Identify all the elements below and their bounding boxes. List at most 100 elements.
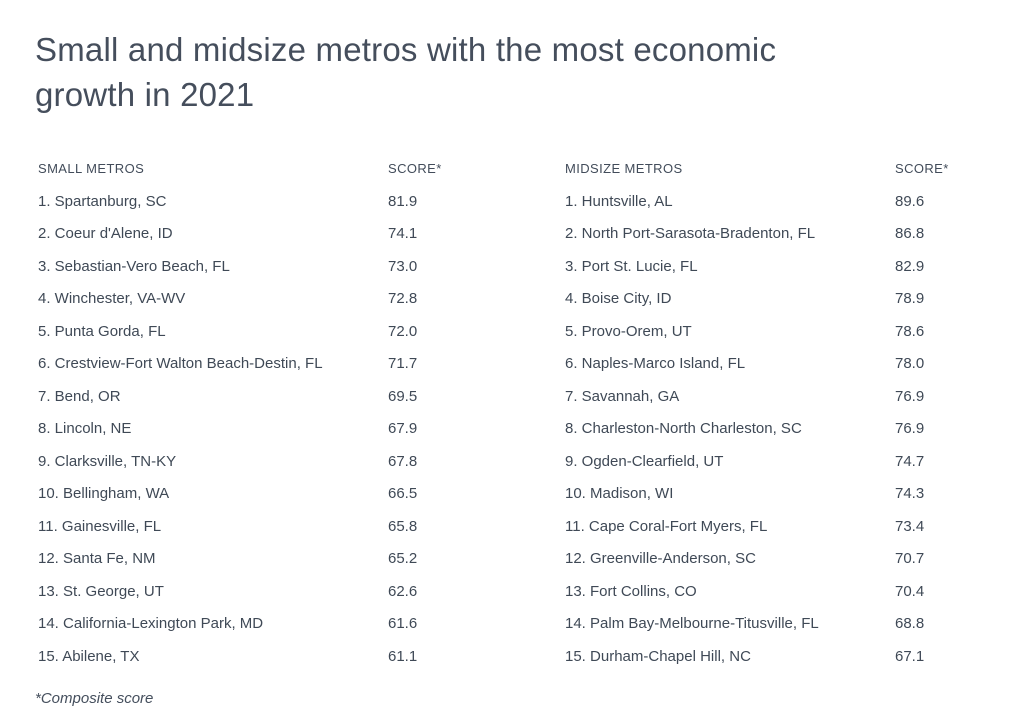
metro-score: 73.4 — [895, 517, 925, 535]
table-row: 9. Ogden-Clearfield, UT 74.7 — [565, 445, 965, 478]
metro-name: 7. Bend, OR — [38, 387, 121, 405]
metro-score: 65.2 — [388, 550, 418, 568]
table-row: 4. Winchester, VA-WV 72.8 — [38, 283, 458, 316]
table-row: 15. Abilene, TX 61.1 — [38, 640, 458, 673]
metro-score: 76.9 — [895, 420, 925, 438]
metro-score: 67.9 — [388, 420, 418, 438]
metro-score: 72.0 — [388, 322, 418, 340]
metro-score: 78.0 — [895, 355, 925, 373]
table-row: 13. Fort Collins, CO 70.4 — [565, 575, 965, 608]
table-row: 8. Lincoln, NE 67.9 — [38, 413, 458, 446]
metro-score: 70.4 — [895, 582, 925, 600]
metro-score: 68.8 — [895, 615, 925, 633]
metro-score: 82.9 — [895, 257, 925, 275]
metro-name: 15. Durham-Chapel Hill, NC — [565, 647, 751, 665]
metro-score: 76.9 — [895, 387, 925, 405]
table-row: 5. Provo-Orem, UT 78.6 — [565, 315, 965, 348]
metro-name: 1. Spartanburg, SC — [38, 192, 167, 210]
metro-score: 69.5 — [388, 387, 418, 405]
metro-name: 3. Port St. Lucie, FL — [565, 257, 698, 275]
metro-name: 6. Naples-Marco Island, FL — [565, 355, 746, 373]
metro-score: 70.7 — [895, 550, 925, 568]
column-header-small-metros: SMALL METROS — [38, 161, 145, 176]
table-row: 12. Santa Fe, NM 65.2 — [38, 543, 458, 576]
metro-name: 9. Clarksville, TN-KY — [38, 452, 177, 470]
metro-score: 66.5 — [388, 485, 418, 503]
footnote: *Composite score — [35, 689, 154, 707]
metro-score: 86.8 — [895, 225, 925, 243]
metro-name: 2. North Port-Sarasota-Bradenton, FL — [565, 225, 816, 243]
metro-score: 78.9 — [895, 290, 925, 308]
metro-score: 81.9 — [388, 192, 418, 210]
metro-score: 61.6 — [388, 615, 418, 633]
metro-name: 2. Coeur d'Alene, ID — [38, 225, 173, 243]
metro-score: 67.1 — [895, 647, 925, 665]
metro-score: 61.1 — [388, 647, 418, 665]
page-title: Small and midsize metros with the most e… — [35, 27, 964, 117]
page-title-line-1: Small and midsize metros with the most e… — [35, 31, 777, 68]
metro-score: 67.8 — [388, 452, 418, 470]
table-row: 6. Naples-Marco Island, FL 78.0 — [565, 348, 965, 381]
column-header-midsize-metros: MIDSIZE METROS — [565, 161, 683, 176]
column-header-score: SCORE* — [895, 161, 949, 176]
metro-score: 62.6 — [388, 582, 418, 600]
small-metros-table: SMALL METROS SCORE* 1. Spartanburg, SC 81… — [38, 152, 458, 673]
table-row: 10. Madison, WI 74.3 — [565, 478, 965, 511]
table-row: 7. Bend, OR 69.5 — [38, 380, 458, 413]
metro-name: 10. Bellingham, WA — [38, 485, 170, 503]
metro-name: 3. Sebastian-Vero Beach, FL — [38, 257, 230, 275]
table-header-row: MIDSIZE METROS SCORE* — [565, 152, 965, 185]
column-header-score: SCORE* — [388, 161, 442, 176]
table-row: 11. Gainesville, FL 65.8 — [38, 510, 458, 543]
metro-name: 12. Santa Fe, NM — [38, 550, 156, 568]
table-row: 1. Huntsville, AL 89.6 — [565, 185, 965, 218]
table-row: 1. Spartanburg, SC 81.9 — [38, 185, 458, 218]
metro-name: 1. Huntsville, AL — [565, 192, 673, 210]
table-row: 13. St. George, UT 62.6 — [38, 575, 458, 608]
table-header-row: SMALL METROS SCORE* — [38, 152, 458, 185]
metro-name: 8. Lincoln, NE — [38, 420, 132, 438]
metro-name: 4. Winchester, VA-WV — [38, 290, 186, 308]
page-title-line-2: growth in 2021 — [35, 76, 255, 113]
metro-name: 13. St. George, UT — [38, 582, 164, 600]
metro-score: 73.0 — [388, 257, 418, 275]
table-body: 1. Spartanburg, SC 81.9 2. Coeur d'Alene, … — [38, 185, 458, 673]
metro-score: 74.3 — [895, 485, 925, 503]
table-row: 10. Bellingham, WA 66.5 — [38, 478, 458, 511]
metro-name: 15. Abilene, TX — [38, 647, 140, 665]
table-row: 3. Sebastian-Vero Beach, FL 73.0 — [38, 250, 458, 283]
table-row: 6. Crestview-Fort Walton Beach-Destin, F… — [38, 348, 458, 381]
metro-score: 74.7 — [895, 452, 925, 470]
table-row: 7. Savannah, GA 76.9 — [565, 380, 965, 413]
metro-score: 78.6 — [895, 322, 925, 340]
metro-name: 11. Gainesville, FL — [38, 517, 162, 535]
table-row: 14. Palm Bay-Melbourne-Titusville, FL 68.… — [565, 608, 965, 641]
metro-name: 7. Savannah, GA — [565, 387, 680, 405]
metro-score: 74.1 — [388, 225, 418, 243]
table-body: 1. Huntsville, AL 89.6 2. North Port-Saras… — [565, 185, 965, 673]
metro-name: 9. Ogden-Clearfield, UT — [565, 452, 724, 470]
table-row: 2. Coeur d'Alene, ID 74.1 — [38, 218, 458, 251]
metro-name: 11. Cape Coral-Fort Myers, FL — [565, 517, 768, 535]
metro-score: 65.8 — [388, 517, 418, 535]
metro-name: 5. Punta Gorda, FL — [38, 322, 166, 340]
tables-container: SMALL METROS SCORE* 1. Spartanburg, SC 81… — [38, 152, 1024, 673]
metro-score: 72.8 — [388, 290, 418, 308]
metro-score: 89.6 — [895, 192, 925, 210]
metro-name: 14. Palm Bay-Melbourne-Titusville, FL — [565, 615, 819, 633]
metro-name: 4. Boise City, ID — [565, 290, 672, 308]
table-row: 5. Punta Gorda, FL 72.0 — [38, 315, 458, 348]
table-row: 2. North Port-Sarasota-Bradenton, FL 86.8 — [565, 218, 965, 251]
metro-name: 12. Greenville-Anderson, SC — [565, 550, 756, 568]
metro-name: 13. Fort Collins, CO — [565, 582, 697, 600]
metro-name: 14. California-Lexington Park, MD — [38, 615, 264, 633]
table-row: 9. Clarksville, TN-KY 67.8 — [38, 445, 458, 478]
midsize-metros-table: MIDSIZE METROS SCORE* 1. Huntsville, AL 8… — [565, 152, 965, 673]
table-row: 12. Greenville-Anderson, SC 70.7 — [565, 543, 965, 576]
metro-score: 71.7 — [388, 355, 418, 373]
table-row: 3. Port St. Lucie, FL 82.9 — [565, 250, 965, 283]
table-row: 15. Durham-Chapel Hill, NC 67.1 — [565, 640, 965, 673]
table-row: 11. Cape Coral-Fort Myers, FL 73.4 — [565, 510, 965, 543]
metro-name: 10. Madison, WI — [565, 485, 674, 503]
